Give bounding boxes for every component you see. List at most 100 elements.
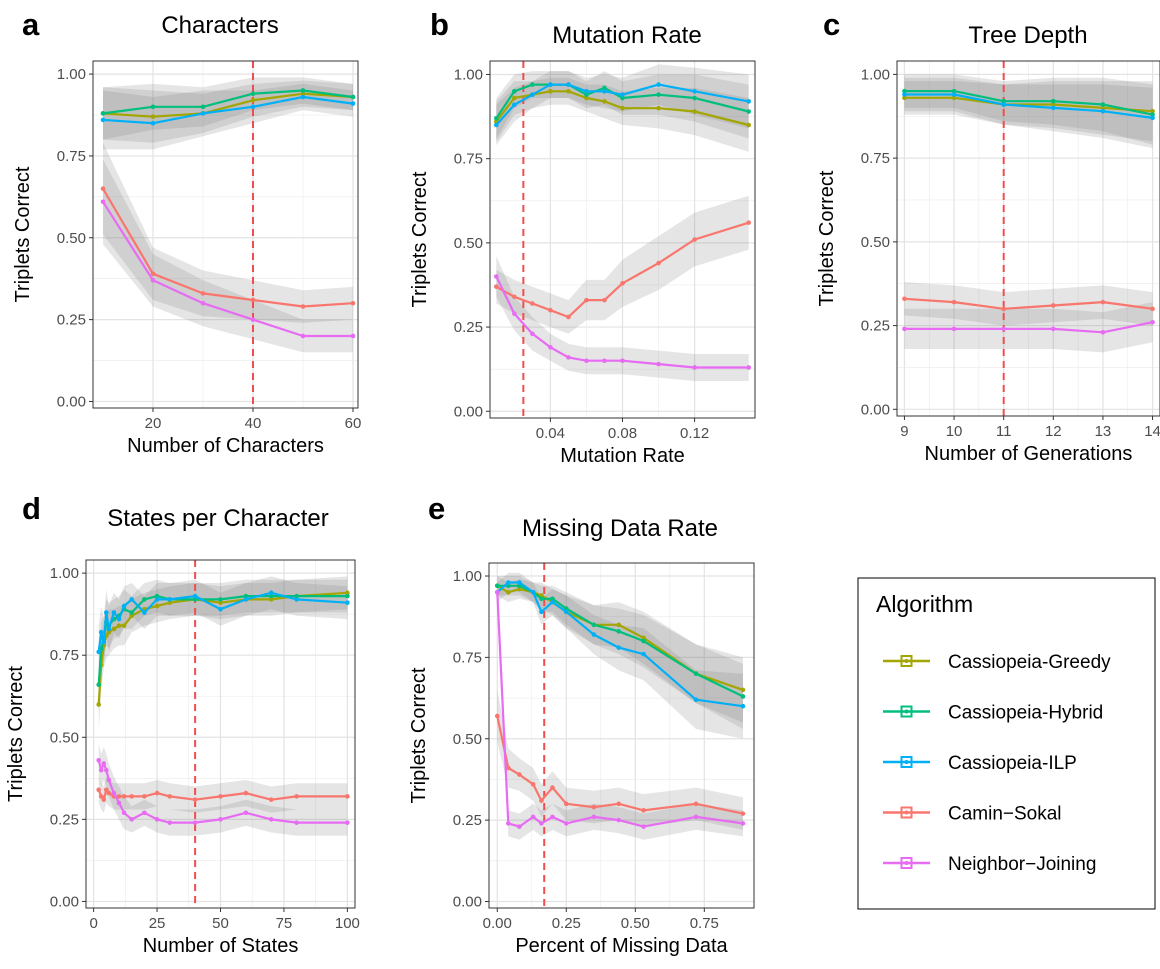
data-point — [656, 260, 661, 266]
data-point — [345, 820, 350, 825]
plot-border — [92, 60, 359, 409]
data-point — [746, 365, 751, 370]
data-point — [121, 603, 127, 609]
y-tick-label: 0.50 — [861, 234, 890, 251]
data-point — [218, 600, 223, 605]
data-point — [350, 333, 356, 339]
y-tick-label: 1.00 — [861, 66, 890, 83]
band-Cassiopeia-Hybrid — [98, 579, 348, 711]
y-tick-label: 0.25 — [57, 312, 86, 329]
band-Cassiopeia-Hybrid — [496, 71, 749, 139]
data-point — [692, 237, 697, 242]
data-point — [345, 600, 350, 605]
data-point — [104, 610, 109, 615]
data-point — [548, 89, 553, 94]
data-point — [192, 597, 198, 602]
data-point — [350, 300, 356, 306]
x-tick-label: 0.75 — [690, 915, 719, 932]
data-point — [548, 307, 553, 313]
panel-letter: e — [428, 491, 445, 526]
data-point — [602, 89, 607, 94]
data-point — [693, 814, 699, 820]
x-tick-label: 0.50 — [621, 915, 650, 932]
data-point — [150, 278, 156, 283]
data-point — [602, 85, 607, 91]
y-tick-label: 0.50 — [50, 729, 79, 746]
data-point — [494, 122, 499, 128]
data-point — [1100, 329, 1106, 335]
legend-key-point — [904, 659, 909, 663]
data-point — [268, 590, 274, 596]
data-point — [192, 820, 198, 825]
legend-label: Cassiopeia-Hybrid — [948, 703, 1103, 724]
data-point — [656, 82, 661, 87]
data-point — [106, 629, 112, 635]
data-point — [951, 299, 957, 305]
y-tick-label: 0.50 — [57, 230, 86, 247]
data-point — [1051, 105, 1056, 111]
data-point — [641, 638, 646, 644]
data-point — [539, 821, 544, 826]
band-Camin−Sokal — [904, 282, 1153, 326]
data-point — [200, 111, 206, 116]
data-point — [218, 794, 223, 799]
data-point — [692, 109, 697, 114]
data-point — [192, 593, 198, 599]
legend-item: Cassiopeia-ILP — [883, 753, 1077, 774]
data-point — [150, 114, 156, 119]
y-axis-title: Triplets Correct — [408, 667, 430, 803]
x-tick-label: 0.04 — [536, 425, 565, 442]
data-point — [250, 317, 256, 322]
data-point — [566, 82, 571, 87]
data-point — [167, 820, 173, 825]
band-Camin−Sokal — [496, 195, 749, 334]
data-point — [200, 291, 206, 296]
data-point — [104, 787, 109, 793]
data-point — [98, 767, 104, 773]
data-point — [345, 590, 350, 596]
grid — [86, 560, 355, 908]
data-point — [494, 589, 500, 595]
series-line-Cassiopeia-ILP — [102, 95, 354, 125]
data-point — [345, 593, 350, 599]
data-point — [530, 331, 535, 337]
data-point — [142, 810, 147, 816]
data-point — [100, 199, 106, 205]
legend-key-point — [904, 810, 909, 815]
y-tick-label: 0.00 — [861, 401, 890, 418]
y-tick-label: 0.00 — [453, 893, 482, 910]
chart-panel-e: e Missing Data Rate 0.00 0.25 0.50 0.75 1.00 0.… — [408, 491, 755, 957]
legend-key-marker — [900, 756, 913, 768]
band-Neighbor−Joining — [904, 302, 1153, 353]
series-line-Cassiopeia-Greedy — [904, 96, 1153, 113]
data-point — [243, 593, 249, 599]
data-point — [517, 772, 522, 777]
data-point — [154, 817, 160, 822]
data-point — [1100, 105, 1106, 111]
y-axis-title: Triplets Correct — [409, 171, 431, 307]
legend-label: Neighbor−Joining — [948, 854, 1096, 875]
data-point — [539, 596, 544, 602]
data-point — [951, 326, 957, 332]
data-point — [530, 82, 535, 87]
data-point — [96, 682, 101, 688]
data-point — [563, 801, 569, 807]
data-point — [1001, 326, 1006, 332]
panel-title: States per Character — [107, 505, 328, 532]
data-point — [494, 284, 499, 289]
data-point — [101, 639, 107, 645]
legend-key-marker — [900, 857, 913, 869]
data-point — [142, 610, 147, 615]
data-point — [300, 88, 306, 93]
data-point — [566, 355, 571, 360]
x-tick-label: 40 — [245, 415, 262, 432]
data-point — [200, 104, 206, 110]
x-tick-label: 75 — [276, 915, 293, 932]
data-point — [548, 344, 553, 350]
data-point — [616, 645, 622, 650]
data-point — [200, 300, 206, 306]
x-tick-label: 100 — [335, 915, 360, 932]
data-point — [1001, 102, 1006, 107]
y-tick-label: 0.00 — [454, 403, 483, 420]
